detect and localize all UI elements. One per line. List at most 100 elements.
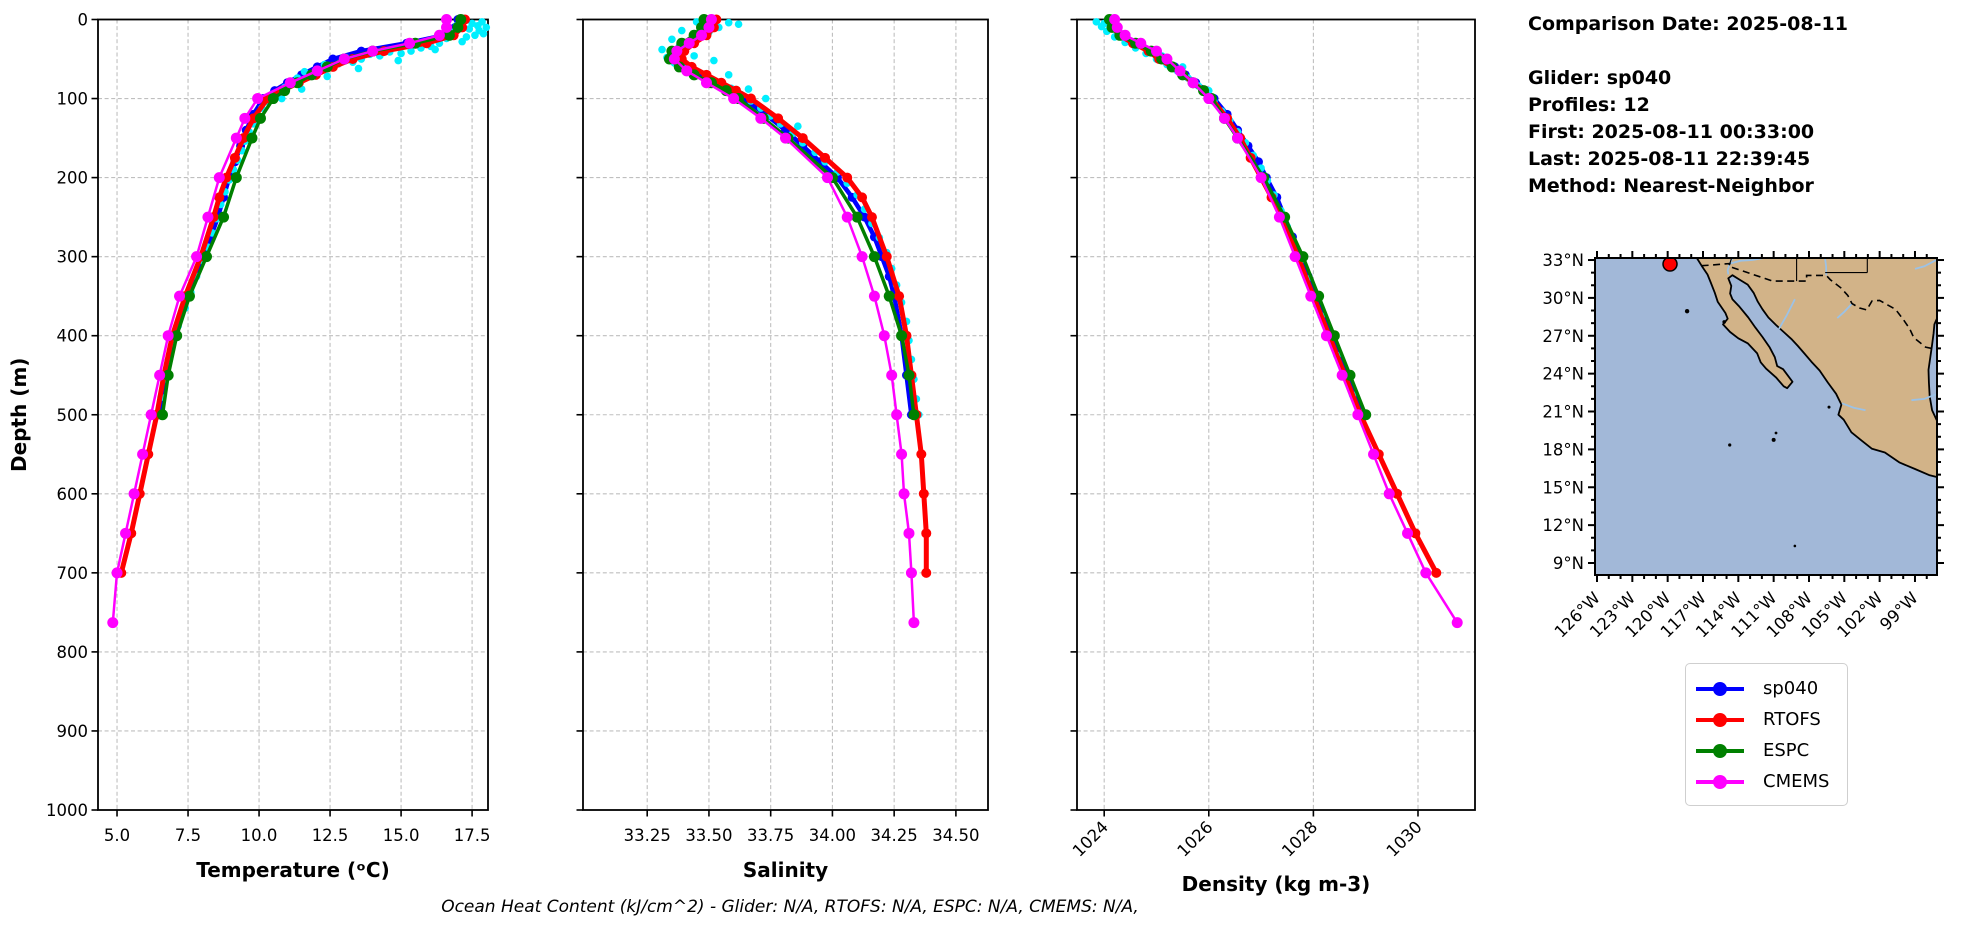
series-CMEMS-salinity-markers: [668, 14, 920, 629]
salinity-tick-label: 34.25: [871, 826, 918, 845]
map-island: [1684, 308, 1690, 314]
map-island: [1771, 437, 1776, 442]
density-tick-label: 1030: [1383, 817, 1426, 860]
map-layers: [1595, 258, 1937, 575]
series-ESPC-temperature-markers: [156, 14, 467, 421]
temperature-y-ticks: 0 100 200 300 400 500 600 700 800 900 1000: [46, 11, 98, 820]
salinity-axis-label: Salinity: [743, 858, 828, 882]
depth-tick-label: 900: [57, 722, 89, 741]
salinity-tick-label: 33.50: [685, 826, 732, 845]
map-island: [1827, 405, 1831, 409]
temperature-tick-label: 7.5: [175, 826, 201, 845]
espc-line-swatch: [1696, 743, 1744, 758]
density-tick-label: 1028: [1278, 817, 1321, 860]
map-lat-label: 9°N: [1553, 554, 1584, 573]
map-land: [1695, 258, 1937, 479]
legend: sp040 RTOFS ESPC CMEMS: [1685, 663, 1848, 806]
series-ESPC-density-line: [1107, 17, 1368, 417]
map-lat-label: 15°N: [1542, 478, 1584, 497]
map-island: [1774, 431, 1778, 435]
depth-tick-label: 700: [57, 564, 89, 583]
map-river: [1729, 258, 1771, 265]
temperature-x-ticks: 5.0 7.5 10.0 12.5 15.0 17.5: [104, 810, 491, 845]
legend-item-sp040: sp040: [1694, 673, 1847, 704]
depth-axis-label: Depth (m): [7, 358, 31, 472]
density-x-ticks: 1024 1026 1028 1030: [1069, 810, 1426, 861]
legend-label: CMEMS: [1763, 771, 1830, 792]
series-sp040-density-markers: [1107, 15, 1368, 420]
legend-label: ESPC: [1763, 740, 1810, 761]
header-info: Comparison Date: 2025-08-11 Glider: sp04…: [1528, 11, 1848, 200]
temperature-tick-label: 10.0: [241, 826, 278, 845]
ohc-caption: Ocean Heat Content (kJ/cm^2) - Glider: N…: [441, 897, 1139, 917]
map-river: [1778, 298, 1796, 330]
map-lat-label: 24°N: [1542, 365, 1584, 384]
map-lat-label: 27°N: [1542, 327, 1584, 346]
rtofs-line-swatch: [1696, 712, 1744, 727]
map-river: [1841, 402, 1866, 412]
temperature-tick-label: 17.5: [454, 826, 491, 845]
legend-item-cmems: CMEMS: [1694, 766, 1847, 797]
density-axis-label: Density (kg m-3): [1182, 872, 1371, 896]
depth-tick-label: 400: [57, 327, 89, 346]
salinity-tick-label: 33.25: [624, 826, 671, 845]
first-line: First: 2025-08-11 00:33:00: [1528, 121, 1815, 143]
map-country-border: [1701, 262, 1937, 350]
profiles-line: Profiles: 12: [1528, 94, 1650, 116]
legend-label: sp040: [1763, 678, 1819, 699]
density-plot: 1024 1026 1028 1030 Density (kg m-3): [1069, 18, 1476, 896]
map-island: [1722, 320, 1726, 324]
temperature-tick-label: 15.0: [383, 826, 420, 845]
series-ESPC-density-markers: [1103, 14, 1372, 421]
glider-position-marker: [1662, 258, 1678, 272]
map-lat-label: 12°N: [1542, 516, 1584, 535]
temperature-axis-label: Temperature (ᵒC): [196, 858, 390, 882]
depth-tick-label: 500: [57, 406, 89, 425]
legend-item-espc: ESPC: [1694, 735, 1847, 766]
density-y-ticks: [1070, 18, 1077, 811]
depth-tick-label: 800: [57, 643, 89, 662]
depth-tick-label: 200: [57, 169, 89, 188]
series-CMEMS: [107, 14, 1463, 629]
salinity-tick-label: 34.00: [809, 826, 856, 845]
sp040-line-swatch: [1696, 681, 1744, 696]
map-river: [1914, 258, 1937, 270]
map-river: [1911, 392, 1937, 402]
last-line: Last: 2025-08-11 22:39:45: [1528, 148, 1811, 170]
salinity-tick-label: 34.50: [932, 826, 979, 845]
glider-line: Glider: sp040: [1528, 67, 1672, 89]
map-river: [1836, 302, 1853, 319]
legend-label: RTOFS: [1763, 709, 1821, 730]
temperature-tick-label: 12.5: [312, 826, 349, 845]
map-island: [1728, 443, 1732, 447]
header-spacer: [1528, 38, 1848, 65]
series-RTOFS-temperature-line: [118, 17, 468, 576]
series-CMEMS-salinity-line: [673, 18, 916, 624]
temperature-grid: [98, 18, 488, 811]
depth-tick-label: 0: [78, 11, 89, 30]
map-lon-label: 99°W: [1876, 588, 1922, 634]
series-CMEMS-temperature-line: [111, 18, 448, 624]
comparison-date-line: Comparison Date: 2025-08-11: [1528, 13, 1848, 35]
density-tick-label: 1024: [1069, 817, 1112, 860]
temperature-tick-label: 5.0: [104, 826, 130, 845]
temperature-plot: 5.0 7.5 10.0 12.5 15.0 17.5 0 100 200 300 400 500 60…: [46, 11, 490, 883]
map-frame: [1594, 257, 1938, 576]
series-CMEMS-temperature-markers: [107, 14, 453, 629]
depth-tick-label: 300: [57, 248, 89, 267]
salinity-y-ticks: [576, 18, 583, 811]
depth-tick-label: 1000: [46, 801, 88, 820]
series-sp040-density-line: [1109, 17, 1366, 418]
density-grid: [1077, 18, 1475, 811]
map-lat-label: 33°N: [1542, 251, 1584, 270]
depth-tick-label: 100: [57, 90, 89, 109]
cmems-line-swatch: [1696, 774, 1744, 789]
map-lat-label: 30°N: [1542, 289, 1584, 308]
series-CMEMS-density-markers: [1109, 14, 1463, 629]
method-line: Method: Nearest-Neighbor: [1528, 175, 1814, 197]
density-tick-label: 1026: [1173, 817, 1216, 860]
location-map: 126°W123°W120°W117°W114°W111°W108°W105°W…: [1542, 251, 1944, 641]
depth-tick-label: 600: [57, 485, 89, 504]
